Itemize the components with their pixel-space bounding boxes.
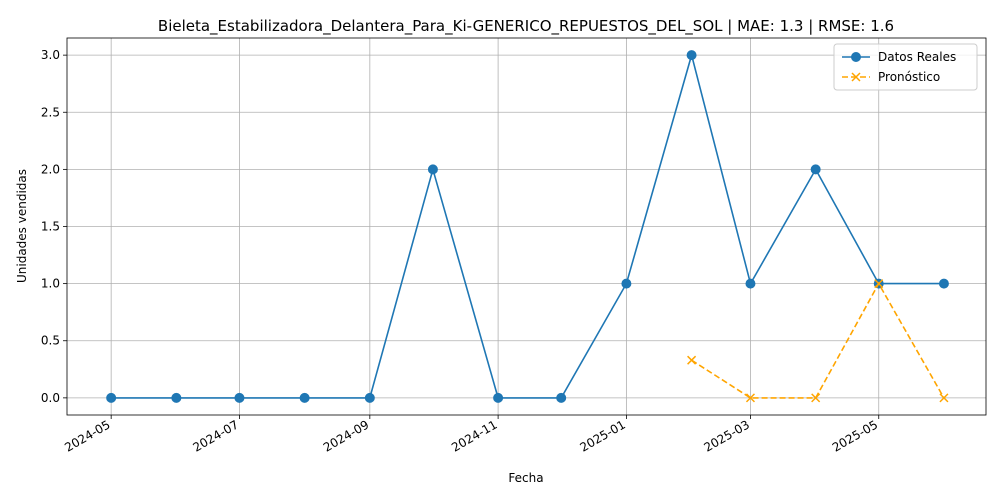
series-layer (106, 50, 949, 403)
data-point (299, 392, 310, 403)
legend-box (833, 43, 978, 91)
data-point (874, 279, 884, 289)
x-tick-label: 2024-07 (191, 417, 241, 454)
data-point (364, 392, 375, 403)
marker-stroke (745, 393, 755, 403)
grid (67, 38, 986, 415)
x-tick-label: 2024-05 (62, 417, 112, 454)
legend-marker (851, 52, 861, 62)
marker-stroke (851, 72, 861, 82)
x-tick-label: 2024-09 (321, 417, 371, 454)
y-tick-label: 1.0 (41, 277, 60, 291)
data-point (687, 355, 697, 365)
x-tick-label: 2025-05 (830, 417, 880, 454)
data-point (745, 393, 755, 403)
data-point (556, 392, 567, 403)
data-point (811, 393, 821, 403)
x-tick-label: 2024-11 (449, 417, 499, 454)
data-point (427, 164, 438, 175)
y-tick-label: 0.0 (41, 391, 60, 405)
x-axis-label: Fecha (508, 471, 543, 485)
marker-stroke (939, 393, 949, 403)
legend-marker (851, 72, 861, 82)
y-tick-label: 3.0 (41, 48, 60, 62)
data-point (106, 392, 117, 403)
data-point (493, 392, 504, 403)
data-point (939, 393, 949, 403)
legend: Datos Reales Pronóstico (833, 43, 978, 91)
data-point (810, 164, 821, 175)
marker-stroke (874, 279, 884, 289)
y-tick-label: 2.5 (41, 105, 60, 119)
data-point (234, 392, 245, 403)
y-tick-label: 0.5 (41, 334, 60, 348)
y-tick-label: 2.0 (41, 162, 60, 176)
x-tick-label: 2025-01 (577, 417, 627, 454)
data-point (686, 50, 697, 61)
marker-stroke (811, 393, 821, 403)
data-point (745, 278, 756, 289)
chart-title: Bieleta_Estabilizadora_Delantera_Para_Ki… (158, 17, 894, 36)
legend-label: Pronóstico (878, 70, 940, 84)
x-tick-label: 2025-03 (702, 417, 752, 454)
data-point (938, 278, 949, 289)
y-axis-label: Unidades vendidas (15, 169, 29, 283)
legend-label: Datos Reales (878, 50, 956, 64)
y-tick-label: 1.5 (41, 220, 60, 234)
data-point (171, 392, 182, 403)
axis-ticks: 0.0 0.5 1.0 1.5 2.0 2.5 3.0 2024-05 2024-07 2024-… (41, 48, 880, 455)
data-point (621, 278, 632, 289)
marker-stroke (687, 355, 697, 365)
series-line-datos-reales (111, 52, 944, 399)
